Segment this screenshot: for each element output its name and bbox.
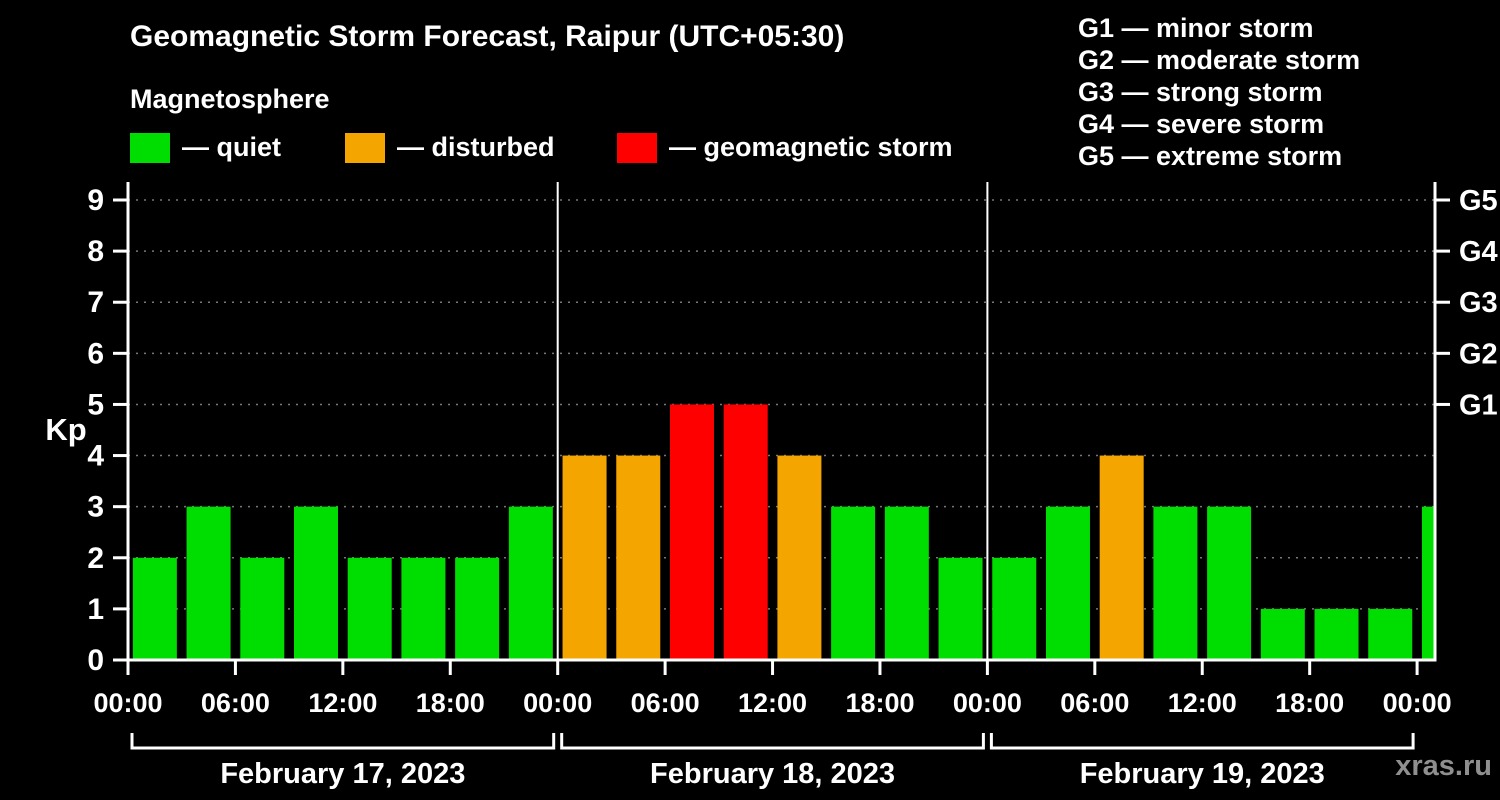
g-legend-item-g4: G4 — severe storm (1078, 109, 1325, 139)
kp-bar (186, 506, 231, 660)
g-scale-label: G5 (1459, 185, 1498, 217)
y-tick-label: 0 (87, 644, 104, 677)
kp-bar (240, 557, 285, 660)
kp-bar (884, 506, 929, 660)
kp-bar (992, 557, 1037, 660)
x-tick-label: 00:00 (953, 688, 1022, 718)
kp-bar (777, 455, 822, 660)
kp-bar (723, 404, 768, 660)
g-scale-label: G2 (1459, 338, 1498, 370)
chart-subtitle: Magnetosphere (130, 84, 330, 114)
x-tick-label: 00:00 (1383, 688, 1452, 718)
kp-axis-label: Kp (45, 412, 86, 447)
kp-bar (1368, 608, 1413, 660)
y-tick-label: 3 (87, 491, 104, 524)
kp-bar (1314, 608, 1359, 660)
g-legend-item-g3: G3 — strong storm (1078, 77, 1323, 107)
y-tick-label: 1 (87, 593, 104, 626)
kp-bar (1099, 455, 1144, 660)
g-legend-item-g2: G2 — moderate storm (1078, 45, 1361, 75)
legend-label-quiet: — quiet (182, 132, 281, 162)
x-tick-label: 18:00 (1275, 688, 1344, 718)
g-scale-label: G3 (1459, 287, 1498, 319)
date-label: February 18, 2023 (650, 758, 895, 790)
x-tick-label: 00:00 (93, 688, 162, 718)
y-tick-label: 4 (87, 440, 104, 473)
kp-bar (831, 506, 876, 660)
x-tick-label: 12:00 (308, 688, 377, 718)
y-tick-label: 2 (87, 542, 104, 575)
kp-bar (1260, 608, 1305, 660)
page-title: Geomagnetic Storm Forecast, Raipur (UTC+… (130, 20, 845, 53)
x-tick-label: 12:00 (1168, 688, 1237, 718)
date-label: February 17, 2023 (220, 758, 465, 790)
kp-bar (455, 557, 500, 660)
legend-item-storm: — geomagnetic storm (617, 132, 953, 163)
kp-bar (1207, 506, 1252, 660)
y-tick-label: 9 (87, 184, 104, 217)
kp-bar (401, 557, 446, 660)
y-tick-label: 8 (87, 235, 104, 268)
kp-bar (347, 557, 392, 660)
watermark: xras.ru (1395, 750, 1492, 782)
x-tick-label: 00:00 (523, 688, 592, 718)
kp-bar (616, 455, 661, 660)
y-tick-label: 6 (87, 337, 104, 370)
x-tick-label: 06:00 (201, 688, 270, 718)
kp-bar (1153, 506, 1198, 660)
g-scale-label: G1 (1459, 389, 1498, 421)
quiet-color-swatch (130, 132, 170, 163)
kp-bar (669, 404, 714, 660)
legend-item-quiet: — quiet (130, 132, 281, 163)
disturbed-color-swatch (345, 132, 385, 163)
kp-bar (508, 506, 553, 660)
g-scale-label: G4 (1459, 236, 1498, 268)
x-tick-label: 18:00 (416, 688, 485, 718)
legend-label-disturbed: — disturbed (397, 132, 555, 162)
y-tick-label: 7 (87, 286, 104, 319)
day-bracket (560, 733, 985, 750)
kp-bar (1421, 506, 1435, 660)
g-scale-legend: G1 — minor storm G2 — moderate storm G3 … (1078, 12, 1360, 172)
date-label: February 19, 2023 (1080, 758, 1325, 790)
kp-bar (293, 506, 338, 660)
legend-item-disturbed: — disturbed (345, 132, 555, 163)
g-legend-item-g5: G5 — extreme storm (1078, 141, 1343, 171)
storm-color-swatch (617, 132, 657, 163)
y-tick-label: 5 (87, 388, 104, 421)
kp-bar (1045, 506, 1090, 660)
legend-label-storm: — geomagnetic storm (669, 132, 953, 162)
x-tick-label: 06:00 (1060, 688, 1129, 718)
x-tick-label: 06:00 (631, 688, 700, 718)
x-tick-label: 12:00 (738, 688, 807, 718)
kp-bar (938, 557, 983, 660)
g-legend-item-g1: G1 — minor storm (1078, 13, 1314, 43)
kp-bar (562, 455, 607, 660)
day-bracket (130, 733, 556, 750)
day-bracket (989, 733, 1415, 750)
x-tick-label: 18:00 (845, 688, 914, 718)
kp-bar (132, 557, 177, 660)
